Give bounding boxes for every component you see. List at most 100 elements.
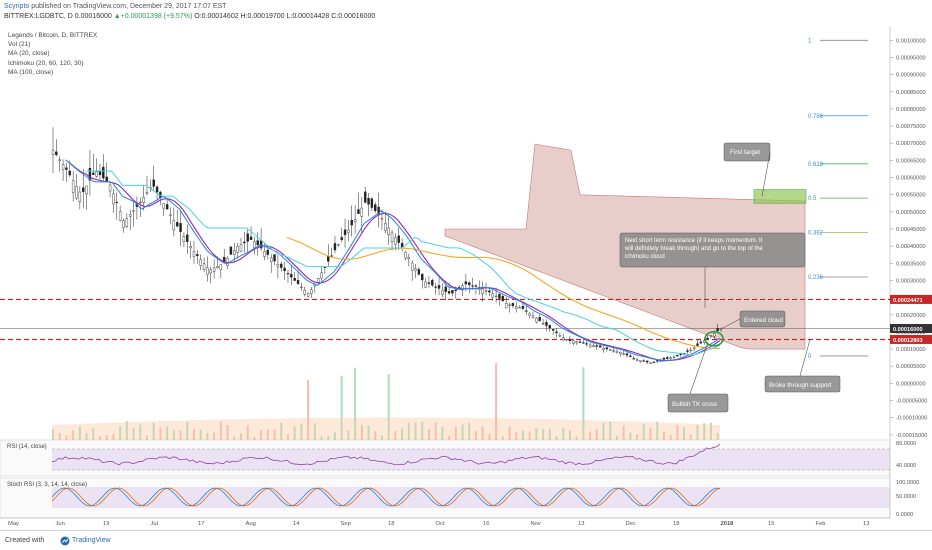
volume-bar: [501, 436, 504, 440]
candle-body: [51, 149, 55, 155]
legend-ma20: MA (20, close): [8, 50, 50, 58]
author-link[interactable]: Scyripto: [4, 3, 30, 10]
candle-body: [501, 295, 505, 302]
volume-bar: [521, 430, 524, 440]
candle-body: [377, 206, 380, 215]
candle-body: [602, 347, 605, 351]
footer-brand[interactable]: TradingView: [72, 537, 111, 544]
fib-level-label: 0.618: [808, 162, 824, 168]
symbol-ohlc-line: BITTREX:LGDBTC, D 0.00016000 ▲+0.0000139…: [4, 13, 375, 20]
volume-bar: [286, 434, 289, 440]
candle-body: [434, 286, 437, 288]
candle-body: [189, 246, 192, 249]
price-axis-label: -0.00010000: [896, 416, 927, 422]
candle-body: [528, 313, 531, 316]
candle-body: [306, 293, 310, 297]
volume-bar: [515, 432, 518, 440]
volume-bar: [441, 426, 444, 440]
volume-bar: [407, 422, 410, 440]
publish-line: Scyripto published on TradingView.com, D…: [4, 3, 226, 10]
candle-body: [286, 273, 290, 275]
callout-broke-support-text: Broke through support: [769, 382, 832, 389]
volume-bar: [642, 424, 645, 440]
tradingview-logo-icon: [60, 536, 70, 548]
volume-bar: [481, 426, 484, 440]
time-axis-label: Dec: [626, 521, 636, 527]
candle-body: [572, 340, 575, 344]
volume-bar: [280, 422, 283, 440]
candle-body: [357, 209, 360, 214]
candle-body: [246, 233, 249, 242]
candle-body: [192, 251, 196, 257]
candle-body: [118, 211, 122, 221]
symbol-name: BITTREX:LGDBTC, D: [4, 13, 73, 20]
candle-body: [609, 349, 612, 351]
price-axis-label: -0.00015000: [896, 433, 927, 439]
volume-bar: [72, 430, 75, 440]
candle-body: [367, 197, 370, 205]
candle-body: [199, 259, 202, 266]
candle-body: [105, 176, 108, 182]
candle-body: [605, 347, 609, 350]
candle-body: [387, 227, 390, 236]
candle-body: [280, 263, 283, 268]
volume-bar: [528, 431, 531, 440]
change-value: ▲+0.00001398 (+9.57%): [113, 13, 193, 20]
candle-body: [548, 325, 552, 329]
candle-body: [454, 289, 458, 291]
price-axis-label: 0.00055000: [896, 193, 926, 199]
candle-body: [347, 229, 350, 233]
ma100-line: [286, 236, 721, 349]
volume-bar: [206, 433, 209, 440]
candle-body: [152, 179, 155, 187]
candle-body: [98, 171, 102, 176]
volume-bar: [568, 430, 571, 440]
volume-bar: [125, 421, 128, 440]
price-axis-label: 0.00060000: [896, 176, 926, 182]
candle-body: [384, 222, 387, 232]
candle-body: [494, 295, 498, 297]
volume-bar: [132, 428, 135, 440]
fib-level-label: 0.5: [808, 196, 817, 202]
time-axis-label: Sep: [341, 521, 351, 527]
volume-bar: [575, 436, 578, 440]
price-tag-0.00012803: [890, 334, 932, 344]
candle-body: [102, 166, 105, 179]
candle-body: [404, 252, 407, 259]
candle-body: [196, 254, 199, 256]
volume-bar: [159, 427, 162, 440]
price-chart-svg[interactable]: 0.00100000 0.00095000 0.00090000 0.00085000…: [0, 0, 932, 530]
volume-bar: [555, 436, 558, 440]
candle-body: [330, 255, 333, 257]
volume-bar: [468, 422, 471, 440]
time-axis-label: 13: [578, 521, 584, 527]
legend-ma100: MA (100, close): [8, 68, 54, 76]
candle-body: [447, 291, 451, 294]
candle-body: [427, 282, 431, 284]
volume-bar: [172, 429, 175, 440]
volume-bar: [367, 425, 370, 440]
candle-body: [216, 266, 219, 268]
candle-body: [108, 184, 112, 192]
candle-body: [343, 229, 347, 236]
volume-bar: [427, 429, 430, 440]
legend-ichimoku: Ichimoku (20, 60, 120, 30): [8, 59, 84, 67]
volume-bar: [401, 428, 404, 440]
candle-body: [515, 306, 518, 309]
candle-body: [410, 262, 414, 271]
candle-body: [468, 282, 471, 286]
candle-body: [525, 310, 528, 312]
publish-text: published on TradingView.com, December 2…: [29, 3, 227, 10]
candle-body: [656, 360, 659, 362]
candle-body: [541, 322, 545, 325]
candle-body: [545, 322, 548, 326]
volume-bar: [689, 434, 692, 440]
candle-body: [303, 290, 306, 295]
candle-body: [491, 293, 494, 298]
candle-body: [65, 167, 68, 170]
candle-body: [186, 234, 189, 242]
volume-bar: [703, 423, 706, 440]
callout-pointer: [799, 339, 811, 377]
candle-body: [129, 214, 132, 217]
candle-body: [444, 286, 447, 292]
